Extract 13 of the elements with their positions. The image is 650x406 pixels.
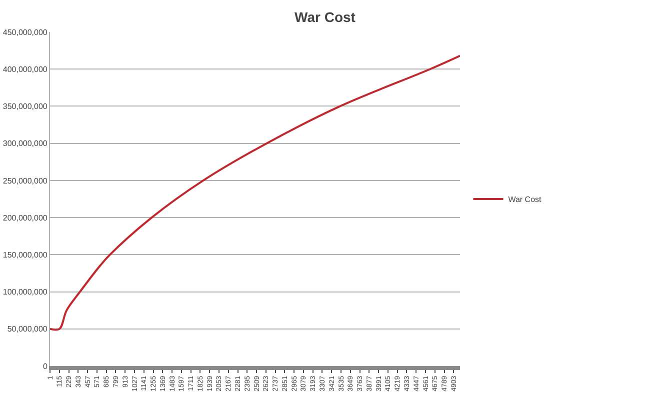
y-tick-label: 200,000,000	[2, 213, 48, 222]
legend-label: War Cost	[508, 195, 542, 204]
line-series	[50, 54, 460, 331]
chart-title: War Cost	[294, 8, 356, 25]
y-tick-label: 250,000,000	[2, 176, 48, 186]
y-tick-label: 100,000,000	[2, 288, 48, 297]
y-tick-label: 350,000,000	[2, 102, 48, 112]
y-tick-label: 450,000,000	[2, 28, 48, 37]
y-tick-label: 400,000,000	[2, 64, 48, 74]
y-tick-label: 0	[42, 362, 48, 371]
y-tick-label: 300,000,000	[2, 139, 48, 148]
y-tick-label: 150,000,000	[2, 250, 48, 260]
y-tick-label: 50,000,000	[7, 324, 48, 334]
